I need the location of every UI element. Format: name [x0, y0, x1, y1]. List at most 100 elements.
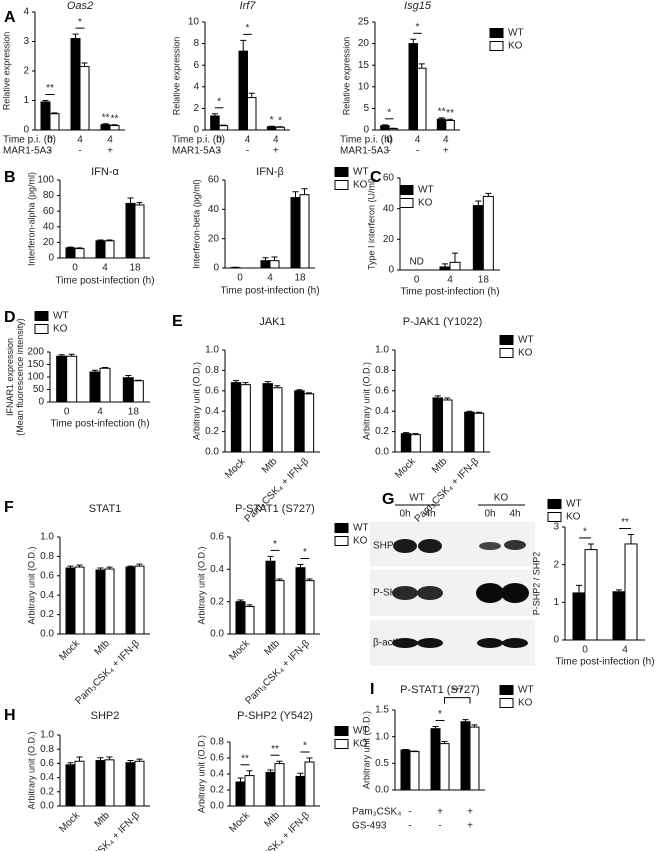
y-tick-label: 1.0	[40, 730, 54, 741]
blot-band	[476, 583, 504, 603]
bar	[240, 384, 251, 453]
x-axis-label: Time post-infection (h)	[400, 287, 499, 298]
y-tick-label: 3	[23, 36, 29, 47]
significance: ***	[451, 686, 463, 697]
bar	[260, 260, 271, 269]
condition-value: 0	[216, 135, 222, 146]
x-tick-label: 0	[582, 645, 588, 656]
y-tick-label: 20	[358, 38, 370, 49]
x-tick-label: Mock	[57, 638, 82, 663]
significance-bracket	[444, 697, 471, 704]
panel-letter: F	[4, 499, 14, 516]
y-tick-label: 0	[213, 263, 219, 274]
y-tick-label: 0.2	[210, 785, 224, 796]
bar	[482, 195, 494, 271]
condition-value: -	[246, 146, 249, 157]
legend-label: KO	[353, 536, 368, 547]
error-bar	[81, 62, 88, 67]
bar	[247, 97, 257, 131]
condition-value: 4	[245, 135, 251, 146]
error-bar	[51, 112, 58, 114]
error-bar	[127, 197, 134, 204]
y-tick-label: 0.6	[210, 532, 224, 543]
error-bar	[248, 92, 255, 98]
condition-label: MAR1-5A3	[172, 146, 221, 157]
error-bar	[136, 758, 143, 762]
bar	[304, 580, 315, 635]
lane-label: 0h	[484, 509, 495, 520]
x-axis-label: Time post-infection (h)	[555, 657, 654, 668]
legend-swatch	[399, 198, 414, 208]
y-tick-label: 0.6	[40, 758, 54, 769]
blot-band	[504, 540, 526, 550]
western-blot: G WT KO 0h 4h 0h 4h SHP2 P-SHP2 β-actin	[370, 491, 535, 666]
y-axis-label: Relative expression	[1, 32, 11, 111]
y-tick-label: 150	[27, 359, 44, 370]
error-bar	[296, 389, 303, 391]
error-bar	[262, 257, 269, 261]
y-tick-label: 0	[23, 125, 29, 136]
legend-label: WT	[508, 28, 524, 39]
y-tick-label: 0.8	[40, 551, 54, 562]
bar	[49, 113, 60, 131]
y-tick-label: 0.4	[205, 406, 219, 417]
chart-title: SHP2	[91, 710, 120, 722]
significance: *	[217, 96, 221, 107]
blot-band	[501, 583, 529, 603]
bar	[274, 580, 285, 635]
bar	[104, 759, 115, 807]
y-tick-label: 0.2	[375, 426, 389, 437]
condition-value: -	[217, 146, 220, 157]
significance: *	[583, 527, 587, 538]
error-bar	[68, 353, 75, 357]
error-bar	[136, 202, 143, 205]
y-tick-label: 0.2	[40, 786, 54, 797]
blot-band	[392, 586, 418, 600]
y-tick-label: 0.8	[375, 365, 389, 376]
y-tick-label: 0.6	[40, 570, 54, 581]
y-tick-label: 4	[23, 7, 29, 18]
condition-value: +	[437, 807, 443, 818]
significance: **	[621, 517, 629, 528]
bar	[65, 764, 76, 807]
significance: **	[446, 108, 454, 119]
legend-swatch	[34, 324, 49, 334]
y-axis-label: P-SHP2 / SHP2	[531, 552, 541, 616]
y-tick-label: 80	[43, 190, 55, 201]
x-tick-label: 18	[294, 273, 306, 284]
y-tick-label: 20	[43, 237, 55, 248]
condition-value: 0	[386, 135, 392, 146]
y-tick-label: 0	[38, 397, 44, 408]
error-bar	[444, 397, 451, 400]
x-tick-label: Mtb	[260, 456, 280, 476]
legend-label: WT	[566, 499, 582, 510]
y-axis-label: Interferon-beta (pg/ml)	[191, 179, 201, 269]
error-bar	[242, 382, 249, 385]
error-bar	[97, 239, 104, 241]
condition-value: 4	[415, 135, 421, 146]
x-tick-label: 0	[64, 407, 70, 418]
bar	[134, 760, 145, 807]
bar	[56, 355, 68, 403]
condition-value: -	[387, 146, 390, 157]
condition-value: +	[467, 807, 473, 818]
y-tick-label: 0	[193, 125, 199, 136]
legend-swatch	[489, 28, 504, 38]
bar	[218, 125, 229, 131]
x-tick-label: Mock	[223, 456, 248, 481]
bar	[244, 775, 255, 807]
condition-label: GS-493	[352, 821, 387, 832]
panel-letter: G	[382, 491, 394, 508]
y-tick-label: 8	[193, 38, 199, 49]
error-bar	[588, 543, 594, 550]
error-bar	[276, 578, 283, 581]
error-bar	[471, 724, 478, 728]
blot-band	[417, 638, 443, 648]
bar	[104, 240, 115, 259]
y-tick-label: 0.5	[375, 758, 389, 769]
error-bar	[441, 740, 448, 744]
chart-title: Irf7	[240, 0, 257, 12]
error-bar	[67, 246, 74, 248]
bar	[409, 751, 420, 791]
y-tick-label: 0.8	[210, 737, 224, 748]
